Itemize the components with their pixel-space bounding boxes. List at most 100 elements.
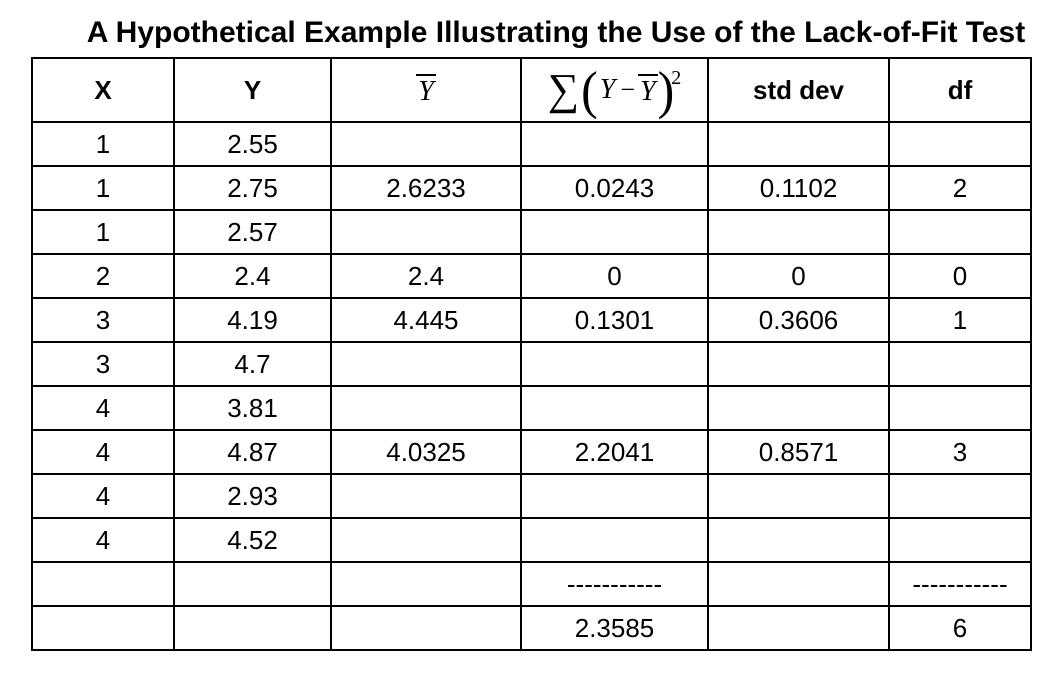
close-paren: ) xyxy=(657,60,675,120)
ybar-letter: Y xyxy=(416,73,436,107)
table-cell xyxy=(520,385,709,431)
table-cell xyxy=(31,605,175,651)
table-cell xyxy=(520,341,709,387)
table-cell xyxy=(707,121,890,167)
table-cell xyxy=(31,561,175,607)
table-row: 1 2.75 2.6233 0.0243 0.1102 2 xyxy=(31,165,1032,211)
table-cell: 0 xyxy=(520,253,709,299)
table-cell: 3 xyxy=(31,297,175,343)
table-cell xyxy=(888,121,1032,167)
table-cell xyxy=(330,473,522,519)
table-cell: 2.75 xyxy=(173,165,332,211)
table-cell: 3.81 xyxy=(173,385,332,431)
ybar-variable: Y xyxy=(638,74,658,107)
table-cell: 2.6233 xyxy=(330,165,522,211)
table-row: 2 2.4 2.4 0 0 0 xyxy=(31,253,1032,299)
table-cell xyxy=(707,473,890,519)
table-cell: 1 xyxy=(31,165,175,211)
table-cell: 2 xyxy=(888,165,1032,211)
table-cell: 0 xyxy=(888,253,1032,299)
table-cell xyxy=(888,385,1032,431)
table-cell: 4.7 xyxy=(173,341,332,387)
table-cell xyxy=(173,561,332,607)
table-cell: 2.4 xyxy=(173,253,332,299)
ybar-symbol: Y xyxy=(416,73,436,107)
table-row: 4 2.93 xyxy=(31,473,1032,519)
col-header-std-dev: std dev xyxy=(707,57,890,123)
table-cell: 2 xyxy=(31,253,175,299)
table-cell xyxy=(520,517,709,563)
table-cell: 1 xyxy=(888,297,1032,343)
table-body: 1 2.55 1 2.75 2.6233 0.0243 0.1102 2 1 2.57 2 2.4 2.… xyxy=(31,121,1032,651)
open-paren: ( xyxy=(581,60,598,120)
minus-sign: − xyxy=(620,75,636,104)
table-cell: 4 xyxy=(31,517,175,563)
table-cell xyxy=(888,341,1032,387)
table-cell: ----------- xyxy=(520,561,709,607)
sigma-symbol: ∑ xyxy=(547,65,580,114)
table-row: 1 2.55 xyxy=(31,121,1032,167)
y-variable: Y xyxy=(599,74,616,105)
table-cell: 3 xyxy=(31,341,175,387)
table-cell xyxy=(173,605,332,651)
table-row: 2.3585 6 xyxy=(31,605,1032,651)
table-cell: 0.0243 xyxy=(520,165,709,211)
col-header-df: df xyxy=(888,57,1032,123)
table-cell xyxy=(520,121,709,167)
table-cell: 2.3585 xyxy=(520,605,709,651)
table-cell xyxy=(330,385,522,431)
exponent: 2 xyxy=(671,67,682,89)
table-cell: 2.57 xyxy=(173,209,332,255)
lack-of-fit-table: X Y Y ∑ ( Y − Y ) 2 std dev xyxy=(31,57,1032,651)
table-cell xyxy=(707,517,890,563)
table-cell xyxy=(330,121,522,167)
table-cell: 4.0325 xyxy=(330,429,522,475)
table-cell xyxy=(520,209,709,255)
col-header-x: X xyxy=(31,57,175,123)
table-cell: 4.87 xyxy=(173,429,332,475)
table-cell: 2.55 xyxy=(173,121,332,167)
table-cell: 4 xyxy=(31,385,175,431)
table-cell xyxy=(707,209,890,255)
table-cell xyxy=(330,209,522,255)
table-cell: 0 xyxy=(707,253,890,299)
table-cell: 4.19 xyxy=(173,297,332,343)
table-cell xyxy=(520,473,709,519)
col-header-y: Y xyxy=(173,57,332,123)
sum-squares-formula: ∑ ( Y − Y ) 2 xyxy=(547,60,682,120)
table-row: 3 4.7 xyxy=(31,341,1032,387)
table-row: 4 4.52 xyxy=(31,517,1032,563)
col-header-sum-squares: ∑ ( Y − Y ) 2 xyxy=(520,57,709,123)
table-cell xyxy=(330,605,522,651)
table-cell: ----------- xyxy=(888,561,1032,607)
table-cell: 2.93 xyxy=(173,473,332,519)
table-cell xyxy=(888,517,1032,563)
table-cell: 3 xyxy=(888,429,1032,475)
table-cell xyxy=(888,209,1032,255)
table-row: 4 3.81 xyxy=(31,385,1032,431)
table-cell xyxy=(707,341,890,387)
table-cell: 4.445 xyxy=(330,297,522,343)
table-cell: 4 xyxy=(31,473,175,519)
table-cell: 2.2041 xyxy=(520,429,709,475)
table-cell: 2.4 xyxy=(330,253,522,299)
table-cell: 0.1102 xyxy=(707,165,890,211)
table-row: 4 4.87 4.0325 2.2041 0.8571 3 xyxy=(31,429,1032,475)
table-cell: 0.8571 xyxy=(707,429,890,475)
table-cell xyxy=(707,385,890,431)
table-header-row: X Y Y ∑ ( Y − Y ) 2 std dev xyxy=(31,57,1032,123)
table-cell: 6 xyxy=(888,605,1032,651)
table-cell: 1 xyxy=(31,121,175,167)
table-row: 3 4.19 4.445 0.1301 0.3606 1 xyxy=(31,297,1032,343)
table-cell xyxy=(330,341,522,387)
table-cell: 0.1301 xyxy=(520,297,709,343)
table-cell: 4.52 xyxy=(173,517,332,563)
col-header-ybar: Y xyxy=(330,57,522,123)
table-cell xyxy=(707,561,890,607)
table-cell xyxy=(707,605,890,651)
table-row: ----------- ----------- xyxy=(31,561,1032,607)
table-cell: 4 xyxy=(31,429,175,475)
table-cell: 1 xyxy=(31,209,175,255)
table-cell xyxy=(330,561,522,607)
table-cell xyxy=(330,517,522,563)
